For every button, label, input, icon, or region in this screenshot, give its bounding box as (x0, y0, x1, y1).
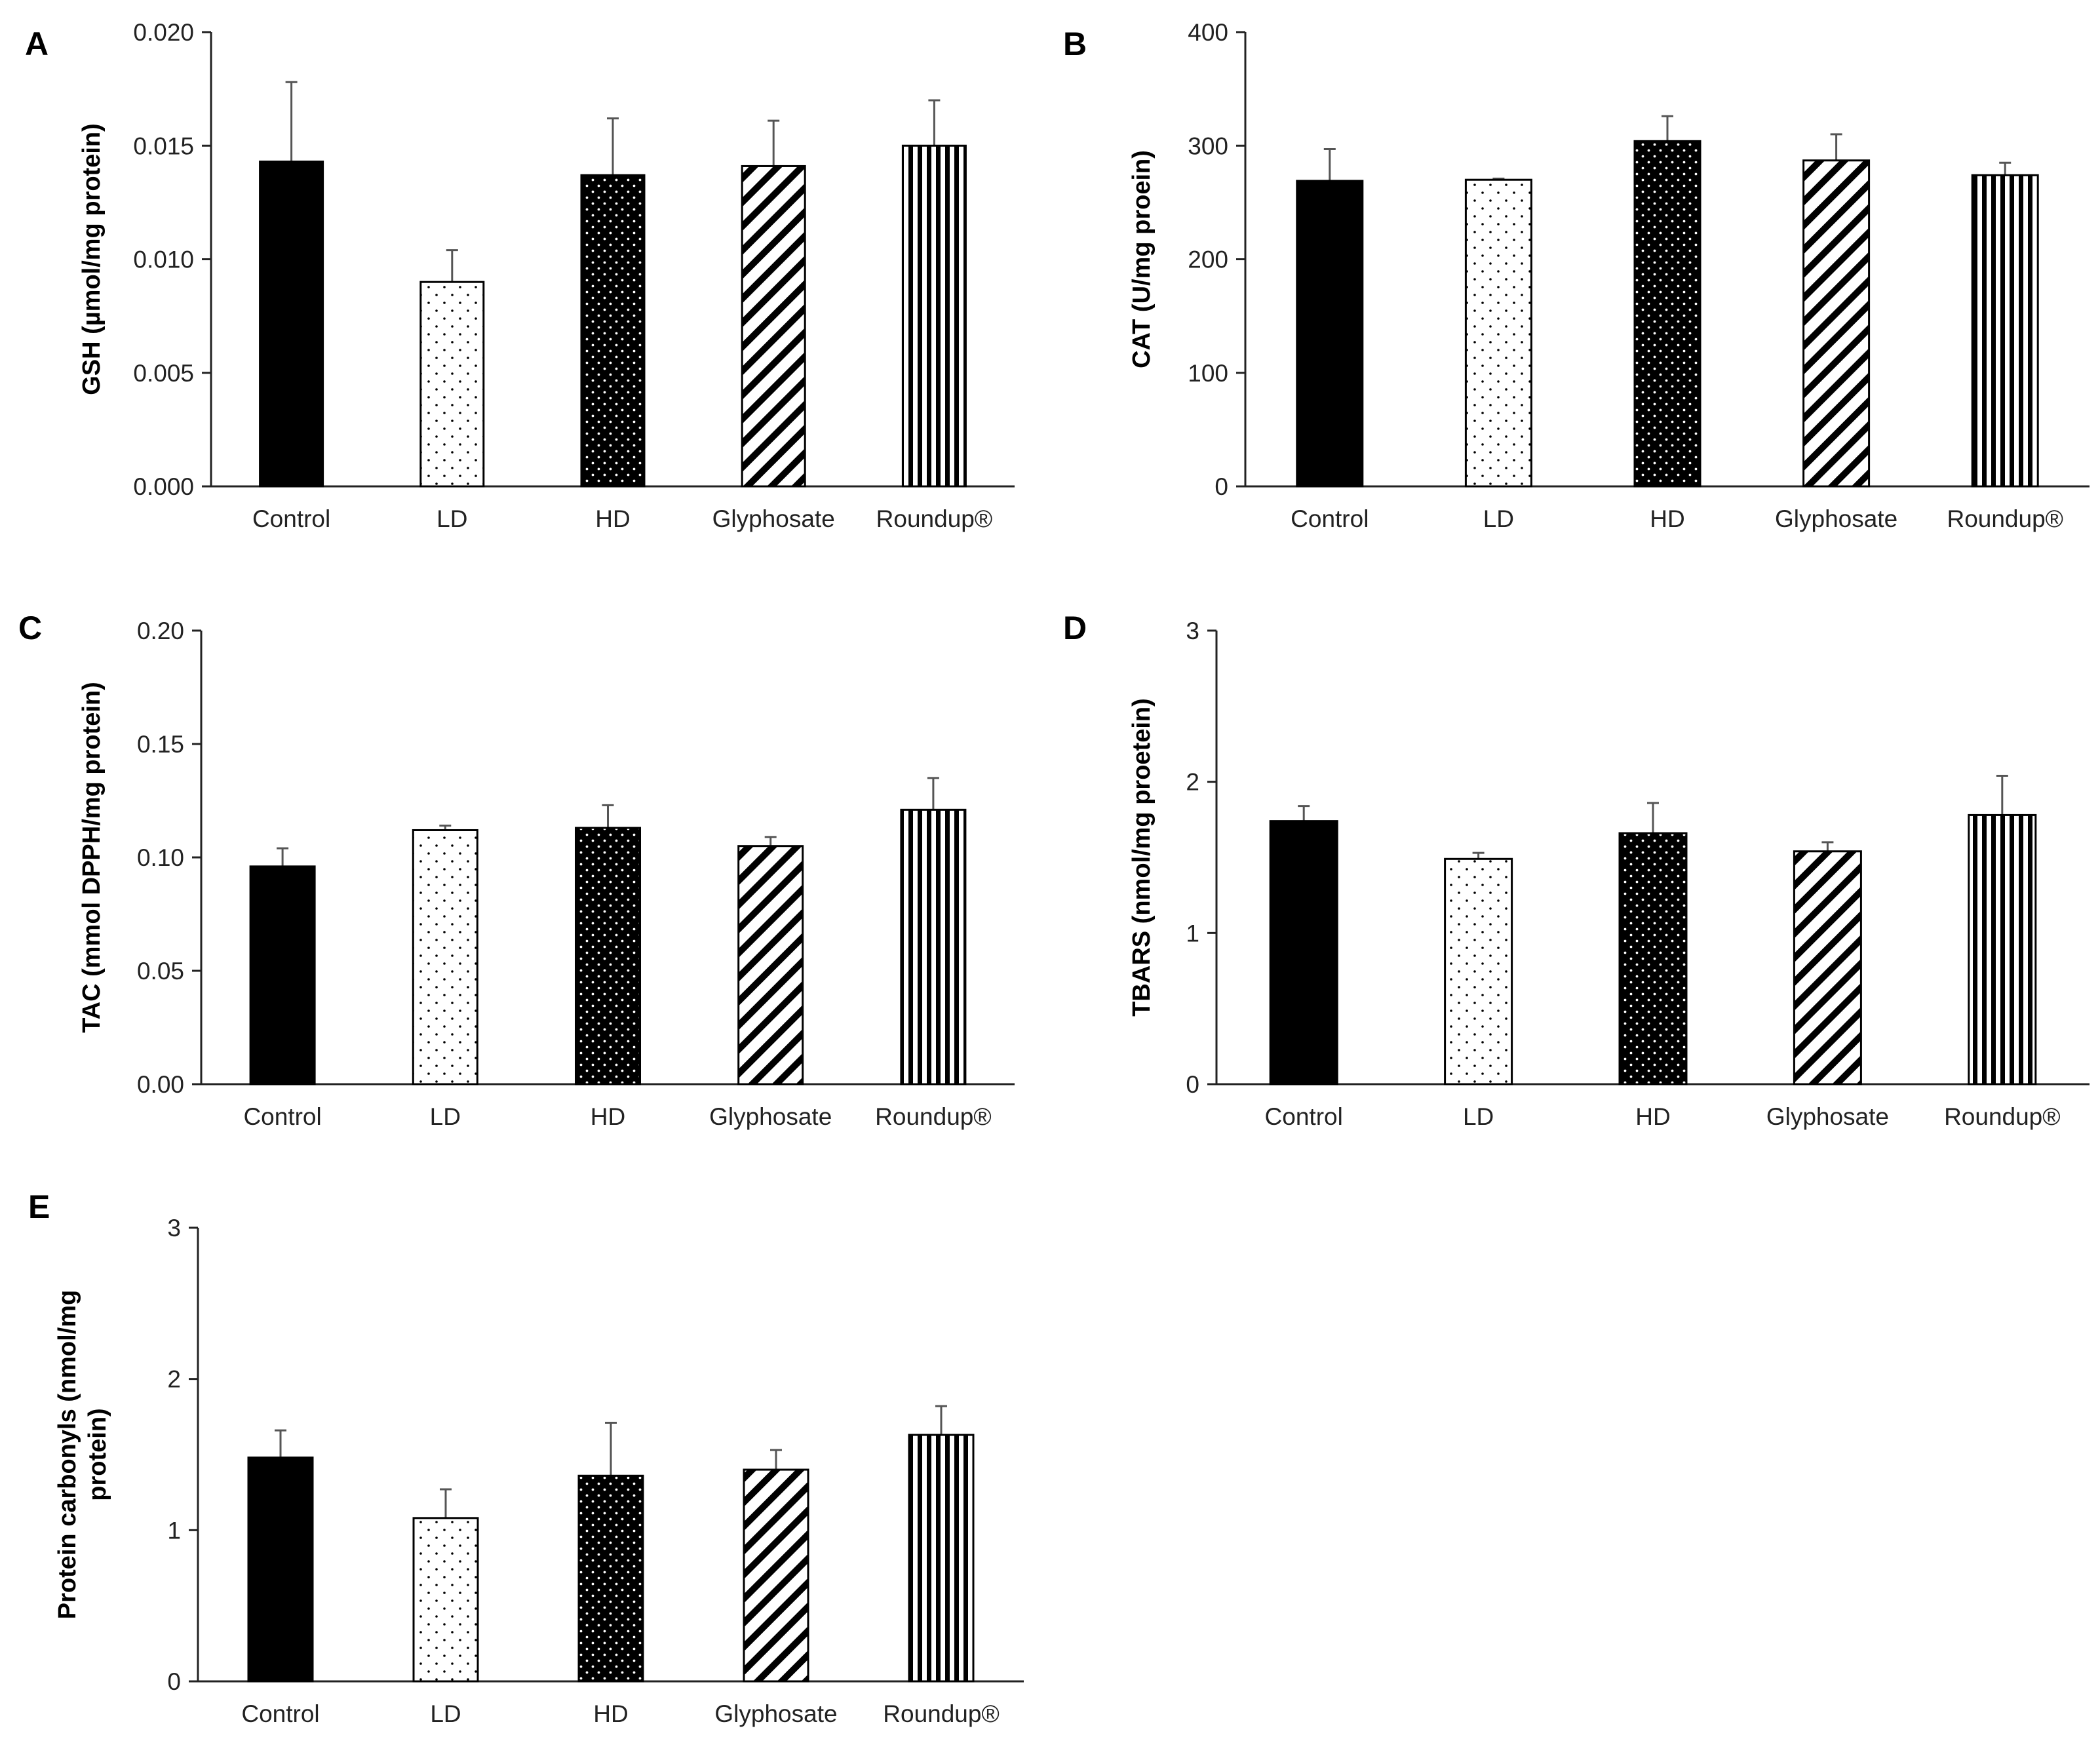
panel-a-bar-glyphosate (741, 165, 806, 488)
panel-c-x-tick-label: Control (243, 1103, 321, 1130)
panel-a-bar-roundup (901, 144, 967, 488)
panel-e-x-tick-label: Glyphosate (714, 1700, 837, 1727)
panel-d-y-tick-label: 2 (1186, 769, 1199, 796)
panel-a-y-tick-label: 0.010 (133, 246, 194, 273)
panel-b-y-tick-label: 200 (1188, 246, 1228, 273)
panel-c-y-tick-label: 0.15 (137, 731, 184, 758)
panel-d-bar-glyphosate (1793, 850, 1862, 1086)
panel-a-y-tick-label: 0.015 (133, 132, 194, 159)
panel-a-bar-control (259, 161, 324, 488)
panel-b-x-tick-label: HD (1650, 505, 1684, 532)
panel-a-x-tick-label: Control (252, 505, 330, 532)
panel-b-bar-ld (1464, 178, 1532, 488)
panel-b-x-tick-label: Glyphosate (1775, 505, 1897, 532)
panel-e-bar-hd (577, 1474, 644, 1683)
panel-e-letter: E (28, 1188, 50, 1225)
panel-b-y-tick-label: 400 (1188, 19, 1228, 46)
panel-c-bar-control (249, 865, 316, 1086)
panel-a-y-tick-label: 0.020 (133, 19, 194, 46)
panel-d-chart: D 0 1 2 3 TBARS (nmol/mg proetein) Control LD HD… (1063, 610, 2090, 1130)
panel-e-y-axis-title: Protein carbonyls (nmol/mg (54, 1290, 81, 1620)
panel-e-y-tick-label: 1 (167, 1517, 181, 1544)
panel-a-bar-hd (580, 174, 646, 488)
panel-d-y-tick-label: 3 (1186, 617, 1199, 644)
panel-d-x-tick-label: Glyphosate (1766, 1103, 1889, 1130)
panel-a-y-tick-label: 0.000 (133, 473, 194, 500)
panel-c-x-tick-label: HD (591, 1103, 625, 1130)
panel-a-x-tick-label: Glyphosate (712, 505, 835, 532)
panel-b-bar-hd (1633, 140, 1701, 488)
panel-e-y-tick-label: 0 (167, 1668, 181, 1695)
panel-e-bar-ld (412, 1517, 479, 1683)
panel-c-bar-ld (412, 829, 478, 1086)
panel-c-x-tick-label: Glyphosate (709, 1103, 832, 1130)
panel-b-y-tick-label: 300 (1188, 132, 1228, 159)
panel-d-y-tick-label: 0 (1186, 1071, 1199, 1098)
panel-c-bar-roundup (900, 808, 967, 1086)
panel-e-x-tick-label: LD (430, 1700, 461, 1727)
panel-a-chart: A 0.000 0.005 0.010 0.015 0.020 GSH (µmol/mg p… (25, 19, 1015, 532)
panel-c-x-tick-label: Roundup® (875, 1103, 991, 1130)
panel-b-y-tick-label: 100 (1188, 360, 1228, 387)
panel-c-y-tick-label: 0.20 (137, 617, 184, 644)
panel-d-y-tick-label: 1 (1186, 920, 1199, 947)
panel-c-y-tick-label: 0.00 (137, 1071, 184, 1098)
panel-b-bar-control (1296, 180, 1364, 488)
panel-a-x-tick-label: LD (437, 505, 467, 532)
panel-b-bar-roundup (1971, 174, 2039, 488)
panel-d-y-axis-title: TBARS (nmol/mg proetein) (1128, 698, 1156, 1017)
panel-c-y-tick-label: 0.05 (137, 958, 184, 985)
panel-e-bar-control (247, 1457, 314, 1683)
panel-c-y-axis-title: TAC (mmol DPPH/mg protein) (78, 682, 106, 1033)
panel-d-bar-hd (1618, 832, 1688, 1086)
panel-a-x-tick-label: Roundup® (876, 505, 992, 532)
panel-e-y-tick-label: 2 (167, 1366, 181, 1393)
panel-d-x-tick-label: Control (1265, 1103, 1343, 1130)
panel-a-y-axis-title: GSH (µmol/mg protein) (78, 123, 106, 395)
panel-b-chart: B 0 100 200 300 400 CAT (U/mg proein) Control LD… (1063, 19, 2090, 532)
panel-c-bar-hd (575, 827, 641, 1086)
panel-e-chart: E 0 1 2 3 Protein carbonyls (nmol/mg protein) C… (28, 1188, 1024, 1727)
panel-c-bar-glyphosate (737, 845, 804, 1086)
panel-d-letter: D (1063, 610, 1087, 646)
panel-b-bar-glyphosate (1802, 159, 1871, 488)
panel-d-x-tick-label: LD (1463, 1103, 1494, 1130)
panel-a-x-tick-label: HD (595, 505, 630, 532)
panel-d-bar-roundup (1968, 813, 2037, 1086)
panel-e-bar-glyphosate (743, 1468, 809, 1683)
panel-b-y-axis-title: CAT (U/mg proein) (1128, 150, 1156, 368)
panel-b-x-tick-label: Roundup® (1947, 505, 2063, 532)
panel-e-x-tick-label: HD (593, 1700, 628, 1727)
panel-e-y-tick-label: 3 (167, 1215, 181, 1242)
panel-e-y-axis-title: protein) (84, 1408, 111, 1500)
panel-a-letter: A (25, 26, 49, 62)
panel-b-letter: B (1063, 26, 1087, 62)
panel-c-y-tick-label: 0.10 (137, 844, 184, 871)
panel-b-x-tick-label: LD (1483, 505, 1514, 532)
panel-c-chart: C 0.00 0.05 0.10 0.15 0.20 TAC (mmol DPPH/mg p… (18, 610, 1015, 1130)
panel-c-x-tick-label: LD (430, 1103, 461, 1130)
panel-e-x-tick-label: Roundup® (883, 1700, 999, 1727)
panel-b-x-tick-label: Control (1291, 505, 1369, 532)
panel-e-x-tick-label: Control (241, 1700, 319, 1727)
panel-a-y-tick-label: 0.005 (133, 360, 194, 387)
panel-e-bar-roundup (908, 1434, 975, 1683)
panel-d-bar-control (1269, 820, 1338, 1086)
panel-b-y-tick-label: 0 (1215, 473, 1228, 500)
panel-d-bar-ld (1444, 857, 1513, 1086)
panel-d-x-tick-label: Roundup® (1944, 1103, 2060, 1130)
panel-c-letter: C (18, 610, 42, 646)
panel-a-bar-ld (419, 281, 485, 488)
panel-d-x-tick-label: HD (1635, 1103, 1670, 1130)
